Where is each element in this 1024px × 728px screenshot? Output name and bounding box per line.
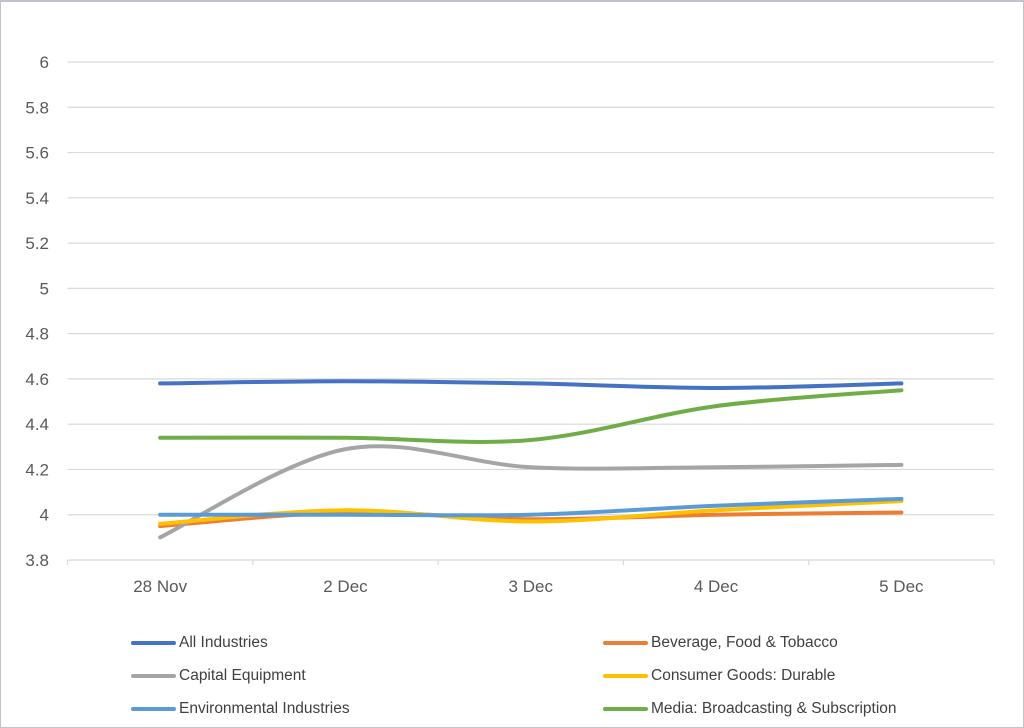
y-axis-tick-label-4.6: 4.6: [25, 370, 49, 389]
legend-item-media-broadcasting-subscription[interactable]: Media: Broadcasting & Subscription: [603, 699, 897, 719]
x-axis-label-28-nov: 28 Nov: [133, 577, 187, 596]
legend-label-capital-equipment: Capital Equipment: [179, 667, 306, 684]
legend-label-beverage-food-tobacco: Beverage, Food & Tobacco: [651, 634, 838, 651]
y-axis-tick-label-4.2: 4.2: [25, 460, 49, 479]
x-axis-label-4-dec: 4 Dec: [694, 577, 739, 596]
y-axis-tick-label-5: 5: [40, 279, 49, 298]
chart-legend: All Industries Beverage, Food & Tobacco …: [131, 633, 897, 719]
legend-item-all-industries[interactable]: All Industries: [131, 633, 603, 653]
y-axis-tick-label-3.8: 3.8: [25, 551, 49, 570]
legend-swatch-capital-equipment: [131, 673, 176, 679]
x-axis-label-3-dec: 3 Dec: [509, 577, 554, 596]
y-axis-tick-label-5.6: 5.6: [25, 144, 49, 163]
legend-label-environmental-industries: Environmental Industries: [179, 700, 350, 717]
series-line-media-broadcasting-subscription: [158, 388, 904, 444]
legend-item-environmental-industries[interactable]: Environmental Industries: [131, 699, 603, 719]
y-axis-tick-label-6: 6: [40, 53, 49, 72]
x-axis-label-2-dec: 2 Dec: [323, 577, 368, 596]
legend-label-consumer-goods-durable: Consumer Goods: Durable: [651, 667, 836, 684]
y-axis-tick-label-5.2: 5.2: [25, 234, 49, 253]
series-line-capital-equipment: [158, 444, 904, 540]
line-chart-plot: 6 5.8 5.6 5.4 5.2 5 4.8 4.6 4.4 4.2 4 3.8 28 Nov 2 De…: [25, 53, 995, 596]
y-axis-tick-label-4.8: 4.8: [25, 325, 49, 344]
legend-swatch-all-industries: [131, 640, 176, 646]
y-axis-tick-label-5.4: 5.4: [25, 189, 49, 208]
series-line-all-industries: [158, 379, 904, 390]
legend-swatch-consumer-goods-durable: [603, 673, 648, 679]
x-axis-label-5-dec: 5 Dec: [879, 577, 924, 596]
legend-item-capital-equipment[interactable]: Capital Equipment: [131, 666, 603, 686]
legend-label-media-broadcasting-subscription: Media: Broadcasting & Subscription: [651, 700, 897, 717]
legend-item-beverage-food-tobacco[interactable]: Beverage, Food & Tobacco: [603, 633, 897, 653]
legend-swatch-environmental-industries: [131, 706, 176, 712]
legend-swatch-media-broadcasting-subscription: [603, 706, 648, 712]
y-axis-tick-label-5.8: 5.8: [25, 98, 49, 117]
series-line-environmental-industries: [158, 496, 904, 518]
y-axis-tick-label-4.4: 4.4: [25, 415, 49, 434]
legend-item-consumer-goods-durable[interactable]: Consumer Goods: Durable: [603, 666, 897, 686]
legend-label-all-industries: All Industries: [179, 634, 268, 651]
legend-swatch-beverage-food-tobacco: [603, 640, 648, 646]
y-axis-tick-label-4: 4: [40, 506, 49, 525]
